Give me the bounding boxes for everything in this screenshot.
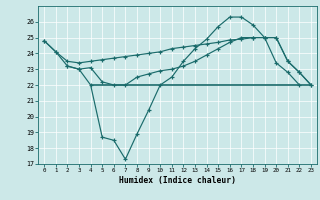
X-axis label: Humidex (Indice chaleur): Humidex (Indice chaleur) [119, 176, 236, 185]
